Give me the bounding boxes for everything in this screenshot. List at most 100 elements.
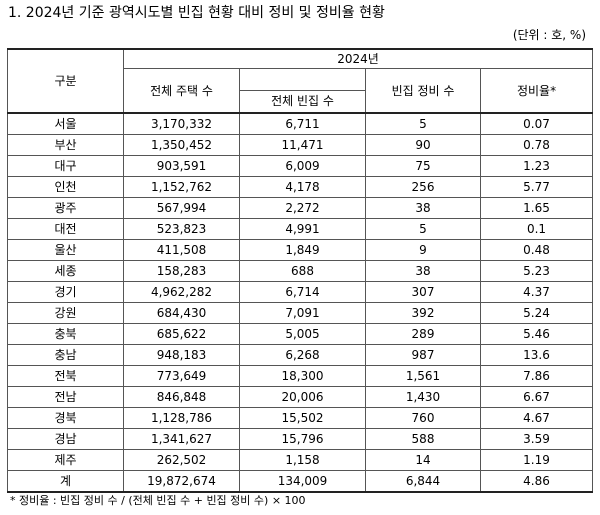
table-body: 서울 3,170,332 6,711 5 0.07 부산 1,350,452 11,471 90… <box>7 112 594 493</box>
housing-cell: 1,128,786 <box>123 407 240 429</box>
vacant-cell: 15,796 <box>239 428 366 450</box>
vacant-cell: 20,006 <box>239 386 366 408</box>
region-cell: 부산 <box>7 134 124 156</box>
table-row: 광주 567,994 2,272 38 1.65 <box>7 197 594 219</box>
vacant-cell: 134,009 <box>239 470 366 493</box>
region-cell: 경기 <box>7 281 124 303</box>
housing-cell: 158,283 <box>123 260 240 282</box>
table-row: 대구 903,591 6,009 75 1.23 <box>7 155 594 177</box>
rate-cell: 0.1 <box>479 218 594 240</box>
rate-cell: 3.59 <box>479 428 594 450</box>
table-row: 부산 1,350,452 11,471 90 0.78 <box>7 134 594 156</box>
table-row: 대전 523,823 4,991 5 0.1 <box>7 218 594 240</box>
housing-cell: 567,994 <box>123 197 240 219</box>
housing-cell: 262,502 <box>123 449 240 471</box>
housing-cell: 684,430 <box>123 302 240 324</box>
vacant-cell: 2,272 <box>239 197 366 219</box>
vacant-cell: 5,005 <box>239 323 366 345</box>
cleared-cell: 588 <box>365 428 481 450</box>
cleared-cell: 307 <box>365 281 481 303</box>
unit-label: (단위 : 호, %) <box>512 28 586 42</box>
document-title: 1. 2024년 기준 광역시도별 빈집 현황 대비 정비 및 정비율 현황 <box>8 5 385 21</box>
region-cell: 전북 <box>7 365 124 387</box>
header-vacant-spacer <box>239 68 366 91</box>
housing-cell: 1,341,627 <box>123 428 240 450</box>
footnote: * 정비율 : 빈집 정비 수 / (전체 빈집 수 + 빈집 정비 수) × … <box>10 494 306 507</box>
housing-cell: 4,962,282 <box>123 281 240 303</box>
region-cell: 충남 <box>7 344 124 366</box>
vacant-cell: 11,471 <box>239 134 366 156</box>
table-row: 울산 411,508 1,849 9 0.48 <box>7 239 594 261</box>
vacant-cell: 1,158 <box>239 449 366 471</box>
rate-cell: 1.65 <box>479 197 594 219</box>
table-row: 세종 158,283 688 38 5.23 <box>7 260 594 282</box>
vacant-cell: 1,849 <box>239 239 366 261</box>
rate-cell: 1.19 <box>479 449 594 471</box>
table-row: 경남 1,341,627 15,796 588 3.59 <box>7 428 594 450</box>
rate-cell: 7.86 <box>479 365 594 387</box>
table-row: 충남 948,183 6,268 987 13.6 <box>7 344 594 366</box>
cleared-cell: 987 <box>365 344 481 366</box>
cleared-cell: 392 <box>365 302 481 324</box>
region-cell: 충북 <box>7 323 124 345</box>
cleared-cell: 14 <box>365 449 481 471</box>
vacant-cell: 4,991 <box>239 218 366 240</box>
region-cell: 서울 <box>7 112 124 135</box>
header-year: 2024년 <box>122 48 594 69</box>
housing-cell: 948,183 <box>123 344 240 366</box>
rate-cell: 1.23 <box>479 155 594 177</box>
rate-cell: 4.86 <box>479 470 594 493</box>
region-cell: 경남 <box>7 428 124 450</box>
housing-cell: 523,823 <box>123 218 240 240</box>
rate-cell: 0.07 <box>479 112 594 135</box>
housing-cell: 685,622 <box>123 323 240 345</box>
region-cell: 전남 <box>7 386 124 408</box>
table-row: 전남 846,848 20,006 1,430 6.67 <box>7 386 594 408</box>
region-cell: 계 <box>7 470 124 493</box>
rate-cell: 5.23 <box>479 260 594 282</box>
cleared-cell: 6,844 <box>365 470 481 493</box>
region-cell: 세종 <box>7 260 124 282</box>
vacant-cell: 6,268 <box>239 344 366 366</box>
cleared-cell: 5 <box>365 112 481 135</box>
rate-cell: 4.37 <box>479 281 594 303</box>
region-cell: 경북 <box>7 407 124 429</box>
vacant-cell: 7,091 <box>239 302 366 324</box>
region-cell: 대전 <box>7 218 124 240</box>
cleared-cell: 5 <box>365 218 481 240</box>
cleared-cell: 760 <box>365 407 481 429</box>
vacant-cell: 18,300 <box>239 365 366 387</box>
vacant-cell: 6,009 <box>239 155 366 177</box>
cleared-cell: 1,430 <box>365 386 481 408</box>
rate-cell: 0.48 <box>479 239 594 261</box>
table-row: 서울 3,170,332 6,711 5 0.07 <box>7 112 594 135</box>
region-cell: 광주 <box>7 197 124 219</box>
cleared-cell: 75 <box>365 155 481 177</box>
cleared-cell: 289 <box>365 323 481 345</box>
table-row: 경북 1,128,786 15,502 760 4.67 <box>7 407 594 429</box>
table-row: 충북 685,622 5,005 289 5.46 <box>7 323 594 345</box>
region-cell: 인천 <box>7 176 124 198</box>
vacant-housing-table: 구분 2024년 전체 주택 수 빈집 정비 수 정비율* 전체 빈집 수 서울… <box>7 48 594 493</box>
region-cell: 제주 <box>7 449 124 471</box>
cleared-cell: 38 <box>365 197 481 219</box>
housing-cell: 773,649 <box>123 365 240 387</box>
rate-cell: 4.67 <box>479 407 594 429</box>
table-row: 제주 262,502 1,158 14 1.19 <box>7 449 594 471</box>
header-rate: 정비율* <box>479 68 594 114</box>
rate-cell: 5.46 <box>479 323 594 345</box>
rate-cell: 13.6 <box>479 344 594 366</box>
housing-cell: 903,591 <box>123 155 240 177</box>
housing-cell: 19,872,674 <box>123 470 240 493</box>
housing-cell: 1,152,762 <box>123 176 240 198</box>
cleared-cell: 256 <box>365 176 481 198</box>
table-row: 강원 684,430 7,091 392 5.24 <box>7 302 594 324</box>
vacant-cell: 6,711 <box>239 112 366 135</box>
header-total-vacant: 전체 빈집 수 <box>239 90 366 114</box>
table-row: 경기 4,962,282 6,714 307 4.37 <box>7 281 594 303</box>
region-cell: 대구 <box>7 155 124 177</box>
table-row: 인천 1,152,762 4,178 256 5.77 <box>7 176 594 198</box>
rate-cell: 6.67 <box>479 386 594 408</box>
rate-cell: 0.78 <box>479 134 594 156</box>
cleared-cell: 9 <box>365 239 481 261</box>
